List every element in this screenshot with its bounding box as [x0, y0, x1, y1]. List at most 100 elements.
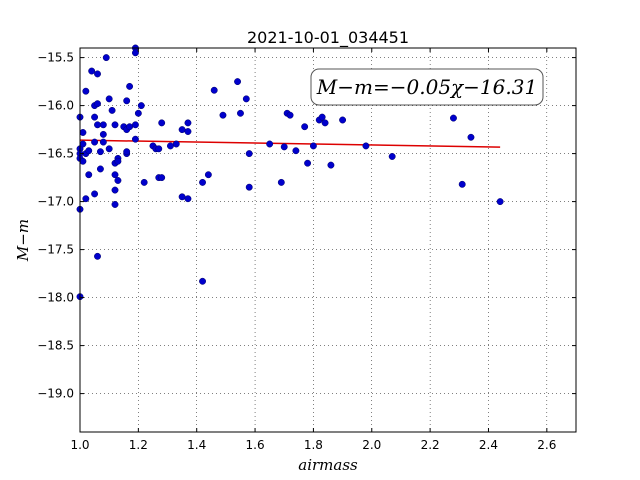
x-tick-label: 2.6 [537, 438, 556, 452]
data-point [184, 128, 192, 135]
data-point [450, 114, 457, 122]
data-point [94, 252, 101, 260]
data-point [79, 140, 87, 148]
data-point [184, 195, 192, 203]
y-tick-label: −17.5 [37, 243, 74, 257]
data-point [114, 157, 122, 165]
data-point [242, 95, 250, 103]
data-point [123, 97, 131, 105]
data-point [111, 186, 119, 194]
data-point [458, 180, 466, 188]
x-tick-label: 1.4 [187, 438, 206, 452]
data-point [467, 133, 475, 141]
y-tick-label: −15.5 [37, 51, 74, 65]
grid [79, 48, 576, 432]
data-point [245, 183, 253, 191]
data-point [309, 142, 317, 150]
data-point [126, 123, 134, 131]
data-point [82, 195, 90, 203]
fit-line [79, 139, 501, 148]
data-point [131, 49, 139, 57]
data-point [178, 126, 186, 134]
data-point [102, 54, 110, 62]
data-point [99, 121, 107, 129]
data-point [91, 190, 99, 198]
x-tick-label: 2.2 [421, 438, 440, 452]
data-point [126, 82, 134, 90]
data-point [91, 138, 99, 146]
plot-frame [79, 47, 577, 433]
data-point [280, 143, 288, 151]
data-point [79, 129, 87, 136]
data-point [94, 70, 101, 78]
y-axis-label: M−m [14, 219, 32, 262]
data-point [301, 123, 309, 131]
x-tick-label: 1.6 [246, 438, 265, 452]
data-point [155, 145, 163, 153]
data-points [76, 44, 504, 301]
data-point [178, 193, 186, 201]
data-point [96, 148, 104, 156]
data-point [99, 138, 107, 146]
data-point [199, 178, 206, 186]
data-point [210, 86, 218, 94]
data-point [362, 142, 370, 150]
y-tick-label: −17.0 [37, 195, 74, 209]
data-point [85, 147, 93, 155]
fit-equation-box: M−m=−0.05χ−16.31 [310, 68, 544, 106]
y-tick-label: −16.5 [37, 147, 74, 161]
data-point [158, 174, 166, 182]
data-point [111, 121, 119, 129]
data-point [91, 113, 99, 121]
x-tick-label: 1.0 [70, 438, 89, 452]
data-point [131, 121, 139, 129]
x-tick-label: 1.2 [129, 438, 148, 452]
data-point [172, 140, 180, 148]
data-point [123, 148, 131, 156]
data-point [184, 119, 192, 127]
y-tick-label: −18.5 [37, 339, 74, 353]
fit-line-group [79, 139, 501, 148]
data-point [134, 109, 142, 117]
data-point [137, 102, 145, 110]
data-point [199, 277, 206, 285]
data-point [234, 78, 242, 86]
data-point [292, 147, 300, 155]
data-point [245, 150, 253, 158]
data-point [96, 165, 104, 173]
y-tick-label: −18.0 [37, 291, 74, 305]
data-point [388, 153, 396, 160]
data-point [204, 171, 212, 179]
data-point [318, 113, 326, 121]
data-point [321, 119, 329, 127]
data-point [277, 178, 285, 186]
y-tick-label: −19.0 [37, 387, 74, 401]
data-point [79, 157, 87, 165]
data-point [219, 111, 227, 119]
equation-box-frame [310, 68, 544, 106]
data-point [237, 109, 244, 117]
data-point [88, 67, 96, 75]
fit-equation: M−m=−0.05χ−16.31 [316, 75, 537, 99]
data-point [108, 106, 116, 114]
x-axis-label: airmass [298, 456, 358, 474]
data-point [131, 135, 139, 143]
data-point [85, 171, 93, 179]
data-point [114, 177, 122, 184]
data-point [266, 140, 274, 148]
data-point [82, 87, 90, 95]
data-point [158, 119, 166, 127]
data-point [105, 95, 113, 103]
data-point [166, 142, 174, 150]
data-point [99, 130, 107, 138]
x-tick-label: 2.0 [362, 438, 381, 452]
data-point [105, 145, 113, 153]
y-tick-label: −16.0 [37, 99, 74, 113]
data-point [339, 116, 347, 124]
x-tick-label: 2.4 [479, 438, 498, 452]
x-tick-label: 1.8 [304, 438, 323, 452]
data-point [94, 100, 101, 108]
data-point [496, 198, 504, 206]
data-point [286, 111, 294, 119]
